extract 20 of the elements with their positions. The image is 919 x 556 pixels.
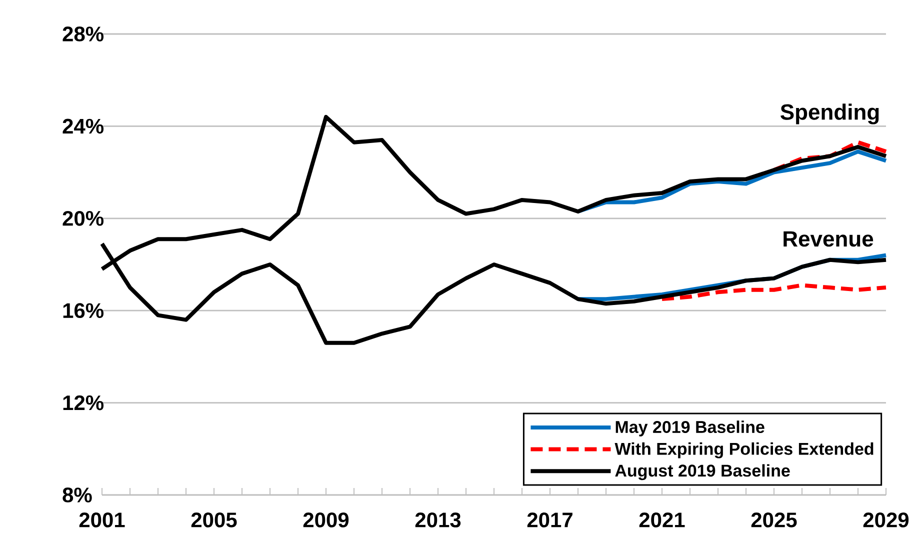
y-tick-label: 12%: [63, 395, 104, 410]
legend-label: With Expiring Policies Extended: [614, 442, 874, 458]
x-tick-label: 2017: [527, 512, 572, 528]
annotation: Revenue: [784, 231, 874, 247]
y-tick-label: 20%: [62, 210, 104, 226]
legend-label: May 2019 Baseline: [616, 420, 764, 436]
annotation: Spending: [780, 104, 879, 124]
y-tick-label: 8%: [62, 488, 92, 502]
x-tick-label: 2001: [79, 512, 125, 528]
y-tick-label: 24%: [62, 118, 104, 134]
y-tick-label: 28%: [62, 26, 104, 42]
x-tick-label: 2005: [191, 512, 237, 528]
y-tick-label: 16%: [63, 303, 104, 318]
x-tick-label: 2009: [303, 512, 349, 528]
line-series: [660, 283, 888, 302]
x-tick-label: 2013: [415, 512, 461, 528]
x-tick-label: 2021: [639, 512, 685, 528]
x-tick-label: 2029: [863, 512, 909, 528]
x-tick-label: 2025: [751, 512, 797, 528]
legend-label: August 2019 Baseline: [615, 464, 790, 480]
